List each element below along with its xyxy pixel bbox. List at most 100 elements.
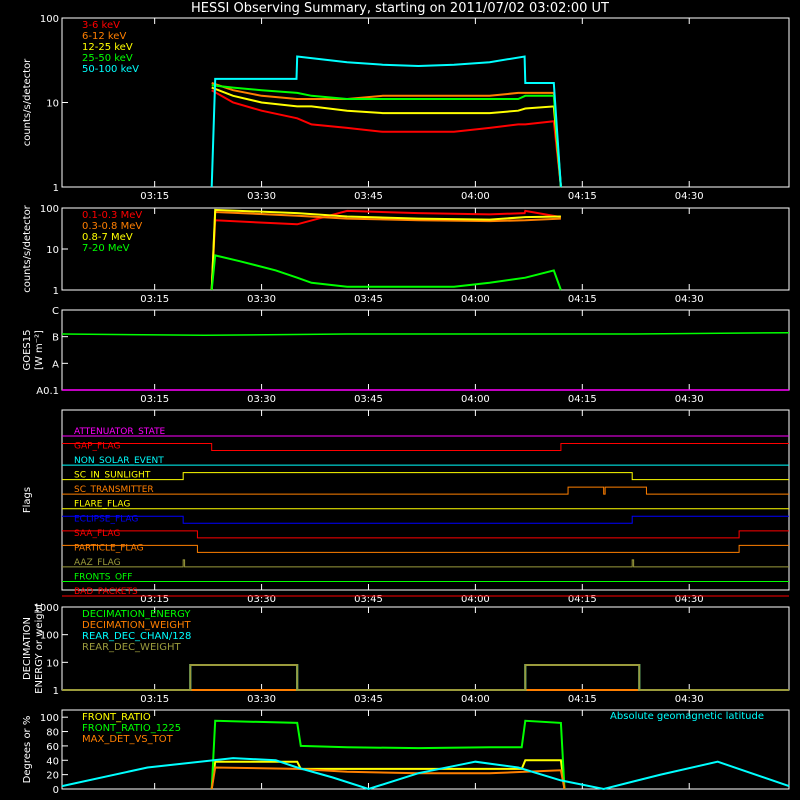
panel-frame-ratios	[61, 709, 790, 790]
series-line-ratios-0	[210, 759, 566, 790]
x-tick-label: 04:00	[461, 694, 490, 705]
legend-entry: 0.1-0.3 MeV	[82, 210, 142, 221]
x-tick-label: 03:30	[247, 694, 276, 705]
flag-label: FLARE_FLAG	[74, 500, 130, 510]
flag-line-particle_flag	[62, 544, 789, 553]
series-line-decimation-2	[62, 664, 789, 691]
flag-label: AAZ_FLAG	[74, 558, 121, 568]
y-axis-label-goes: GOES15	[22, 329, 33, 370]
y-axis-label-decimation: DECIMATION	[22, 617, 33, 680]
y-tick-label: 1	[53, 686, 59, 697]
legend-entry: 25-50 keV	[82, 53, 133, 64]
y-tick-label: 0	[53, 785, 59, 796]
x-tick-label: 03:45	[354, 694, 383, 705]
legend-entry: 0.8-7 MeV	[82, 232, 133, 243]
y-tick-label: B	[52, 333, 59, 344]
series-line-ratios-2	[210, 766, 566, 790]
y-axis-label2-goes: [W m⁻²]	[34, 330, 45, 370]
panel-frame-goes	[61, 309, 790, 391]
flag-label: SC_TRANSMITTER	[74, 485, 154, 495]
y-tick-label: 100	[40, 713, 59, 724]
x-tick-label: 04:30	[675, 191, 704, 202]
x-tick-label: 03:15	[140, 191, 169, 202]
y-tick-label: 40	[46, 756, 59, 767]
x-tick-label: 03:15	[140, 294, 169, 305]
x-tick-label: 03:45	[354, 191, 383, 202]
flag-line-sc_in_sunlight	[62, 472, 789, 481]
x-tick-label: 03:30	[247, 294, 276, 305]
x-tick-label: 03:30	[247, 594, 276, 605]
x-tick-label: 04:15	[568, 294, 597, 305]
legend-entry: MAX_DET_VS_TOT	[82, 734, 174, 745]
legend-entry: 6-12 keV	[82, 31, 126, 42]
flag-line-aaz_flag	[62, 559, 789, 568]
panel-frame-flags	[61, 409, 790, 591]
flag-label: GAP_FLAG	[74, 442, 120, 452]
x-tick-label: 03:15	[140, 594, 169, 605]
x-tick-label: 04:30	[675, 694, 704, 705]
series-line-rates-3	[211, 84, 562, 188]
flag-line-saa_flag	[62, 530, 789, 539]
y-axis-label2-decimation: ENERGY or weight	[34, 603, 45, 694]
annotation-label: Absolute geomagnetic latitude	[610, 711, 764, 722]
x-tick-label: 03:30	[247, 191, 276, 202]
flag-line-gap_flag	[62, 443, 789, 452]
x-tick-label: 04:15	[568, 694, 597, 705]
flag-line-sc_transmitter	[62, 486, 789, 495]
series-line-gamma-2	[210, 208, 561, 291]
x-tick-label: 04:15	[568, 394, 597, 405]
x-tick-label: 03:45	[354, 294, 383, 305]
flag-label: SAA_FLAG	[74, 529, 120, 539]
y-tick-label: 60	[46, 742, 59, 753]
y-tick-label: A0.1	[36, 386, 59, 397]
legend-entry: 50-100 keV	[82, 64, 139, 75]
x-tick-label: 03:45	[354, 594, 383, 605]
x-tick-label: 04:00	[461, 594, 490, 605]
x-tick-label: 04:15	[568, 594, 597, 605]
series-line-rates-2	[211, 86, 562, 188]
x-tick-label: 04:30	[675, 294, 704, 305]
y-tick-label: 20	[46, 771, 59, 782]
legend-entry: DECIMATION_WEIGHT	[82, 620, 191, 631]
series-line-ratios-3	[61, 757, 790, 791]
x-tick-label: 03:45	[354, 394, 383, 405]
flag-label: PARTICLE_FLAG	[74, 543, 144, 553]
y-tick-label: A	[52, 359, 59, 370]
series-line-gamma-0	[210, 209, 562, 291]
y-axis-label-ratios: Degrees or %	[22, 716, 33, 784]
flag-label: NON_SOLAR_EVENT	[74, 456, 164, 466]
flag-label: SC_IN_SUNLIGHT	[74, 471, 151, 481]
x-tick-label: 03:30	[247, 394, 276, 405]
y-axis-label-flags: Flags	[22, 487, 33, 513]
y-axis-label-gamma: counts/s/detector	[22, 204, 33, 292]
y-tick-label: 1	[53, 183, 59, 194]
flag-line-eclipse_flag	[62, 515, 789, 524]
x-tick-label: 04:15	[568, 191, 597, 202]
flag-label: ATTENUATOR_STATE	[74, 427, 166, 437]
y-tick-label: 10	[46, 658, 59, 669]
y-axis-label-rates: counts/s/detector	[22, 58, 33, 146]
y-tick-label: 10	[46, 245, 59, 256]
x-tick-label: 04:00	[461, 394, 490, 405]
series-line-decimation-3	[62, 664, 789, 691]
x-tick-label: 03:15	[140, 694, 169, 705]
legend-entry: REAR_DEC_CHAN/128	[82, 631, 191, 642]
legend-entry: 3-6 keV	[82, 20, 120, 31]
series-line-rates-0	[211, 89, 562, 188]
panel-frame-rates	[61, 17, 790, 188]
legend-entry: 0.3-0.8 MeV	[82, 221, 142, 232]
flag-label: ECLIPSE_FLAG	[74, 514, 138, 524]
series-line-rates-4	[210, 55, 562, 188]
x-tick-label: 04:00	[461, 191, 490, 202]
legend-entry: 7-20 MeV	[82, 243, 130, 254]
legend-entry: REAR_DEC_WEIGHT	[82, 642, 181, 653]
y-tick-label: 100	[40, 204, 59, 215]
y-tick-label: 1	[53, 286, 59, 297]
flag-label: FRONTS_OFF	[74, 572, 132, 582]
chart-title: HESSI Observing Summary, starting on 201…	[191, 1, 609, 16]
series-line-gamma-3	[210, 254, 562, 291]
y-tick-label: 1000	[34, 603, 59, 614]
series-line-gamma-1	[210, 210, 561, 291]
legend-entry: FRONT_RATIO	[82, 712, 151, 723]
